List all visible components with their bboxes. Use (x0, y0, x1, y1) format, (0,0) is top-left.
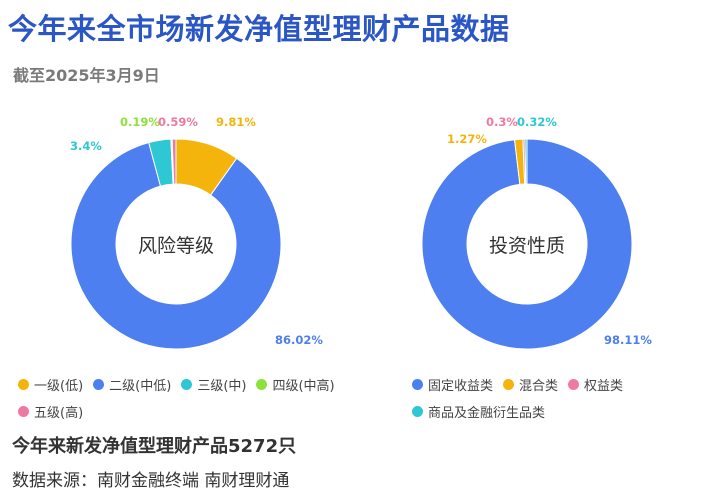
legend-dot-icon (503, 379, 515, 390)
legend-label: 固定收益类 (428, 379, 494, 394)
donut-center-title: 风险等级 (138, 235, 214, 257)
slice-label-0-0: 9.81% (216, 115, 256, 129)
slice-0-4 (171, 138, 177, 185)
legend-dot-icon (256, 379, 268, 390)
slice-label-0-4: 0.59% (158, 115, 198, 129)
slice-1-3 (524, 138, 528, 185)
slice-label-1-3: 0.32% (517, 115, 557, 129)
legend-item[interactable]: 混合类 (503, 375, 558, 394)
legend-item[interactable]: 商品及金融衍生品类 (412, 402, 545, 421)
legend-label: 二级(中低) (109, 379, 172, 394)
legend-label: 商品及金融衍生品类 (428, 406, 546, 421)
legend-dot-icon (18, 379, 29, 390)
slice-label-0-3: 0.19% (120, 115, 160, 129)
risk-level-legend: 一级(低) 二级(中低) 三级(中) 四级(中高) 五级(高) (18, 375, 358, 421)
legend-dot-icon (568, 379, 580, 390)
legend-item[interactable]: 五级(高) (18, 402, 83, 421)
slice-0-1 (70, 141, 282, 350)
legend-item[interactable]: 一级(低) (18, 375, 83, 394)
summary-text: 今年来新发净值型理财产品5272只 (12, 436, 297, 457)
page-title: 今年来全市场新发净值型理财产品数据 (8, 12, 510, 46)
legend-label: 混合类 (519, 379, 559, 394)
legend-item[interactable]: 四级(中高) (256, 375, 335, 394)
slice-label-1-2: 0.3% (486, 115, 518, 129)
legend-label: 一级(低) (34, 379, 84, 394)
legend-dot-icon (18, 406, 29, 417)
legend-item[interactable]: 固定收益类 (412, 375, 493, 394)
legend-dot-icon (412, 379, 423, 390)
legend-label: 三级(中) (197, 379, 247, 394)
risk-level-donut-chart: 风险等级 9.81% 86.02% 3.4% 0.19%0.59% (70, 115, 323, 350)
donut-center-title: 投资性质 (489, 235, 565, 257)
legend-label: 五级(高) (34, 406, 84, 421)
legend-dot-icon (181, 379, 193, 390)
slice-label-0-1: 86.02% (275, 333, 323, 347)
legend-label: 权益类 (584, 379, 624, 394)
investment-nature-donut-chart: 投资性质 98.11% 1.27% 0.3% 0.32% (421, 115, 652, 350)
legend-item[interactable]: 权益类 (568, 375, 623, 394)
slice-label-1-1: 1.27% (447, 132, 487, 146)
source-text: 数据来源：南财金融终端 南财理财通 (12, 471, 290, 491)
legend-dot-icon (412, 406, 423, 417)
legend-dot-icon (93, 379, 105, 390)
slice-label-1-0: 98.11% (604, 333, 652, 347)
slice-label-0-2: 3.4% (70, 139, 102, 153)
legend-item[interactable]: 二级(中低) (93, 375, 171, 394)
legend-label: 四级(中高) (272, 379, 335, 394)
investment-nature-legend: 固定收益类 混合类 权益类商品及金融衍生品类 (412, 375, 692, 421)
legend-item[interactable]: 三级(中) (181, 375, 246, 394)
slice-1-0 (421, 138, 633, 350)
page-subtitle: 截至2025年3月9日 (13, 66, 160, 85)
